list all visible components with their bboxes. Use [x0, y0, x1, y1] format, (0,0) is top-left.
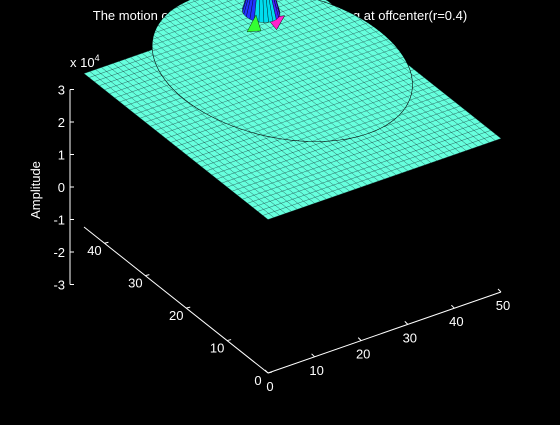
x-tick-label: 40 [449, 314, 463, 329]
z-tick-label: -2 [53, 245, 65, 260]
y-tick [227, 340, 231, 341]
x-tick-label: 10 [309, 363, 323, 378]
z-tick-label: -1 [53, 213, 65, 228]
z-exponent-base: x 10 [70, 55, 95, 70]
z-tick-label: 3 [58, 83, 65, 98]
z-tick-label: 1 [58, 148, 65, 163]
x-axis-line [268, 292, 501, 373]
x-tick [312, 354, 315, 357]
x-tick [405, 321, 408, 324]
z-tick-label: 0 [58, 180, 65, 195]
z-axis-label: Amplitude [28, 161, 43, 219]
x-tick-label: 50 [496, 298, 510, 313]
z-tick-label: -3 [53, 278, 65, 293]
x-tick [498, 289, 501, 292]
y-tick [145, 275, 149, 276]
x-tick-label: 0 [266, 379, 273, 394]
z-exponent-label: x 104 [70, 53, 100, 70]
y-tick-label: 30 [128, 276, 142, 291]
x-tick-label: 20 [356, 347, 370, 362]
x-tick [358, 338, 361, 341]
y-tick-label: 10 [210, 341, 224, 356]
z-tick-label: 2 [58, 115, 65, 130]
y-tick [268, 372, 272, 373]
y-tick-label: 20 [169, 308, 183, 323]
z-exponent-power: 4 [95, 53, 100, 63]
y-tick [186, 307, 190, 308]
y-tick-label: 40 [87, 243, 101, 258]
y-tick [104, 242, 108, 243]
x-tick-label: 30 [403, 330, 417, 345]
y-tick-label: 0 [254, 373, 261, 388]
y-axis-line [84, 227, 268, 373]
x-tick [451, 305, 454, 308]
